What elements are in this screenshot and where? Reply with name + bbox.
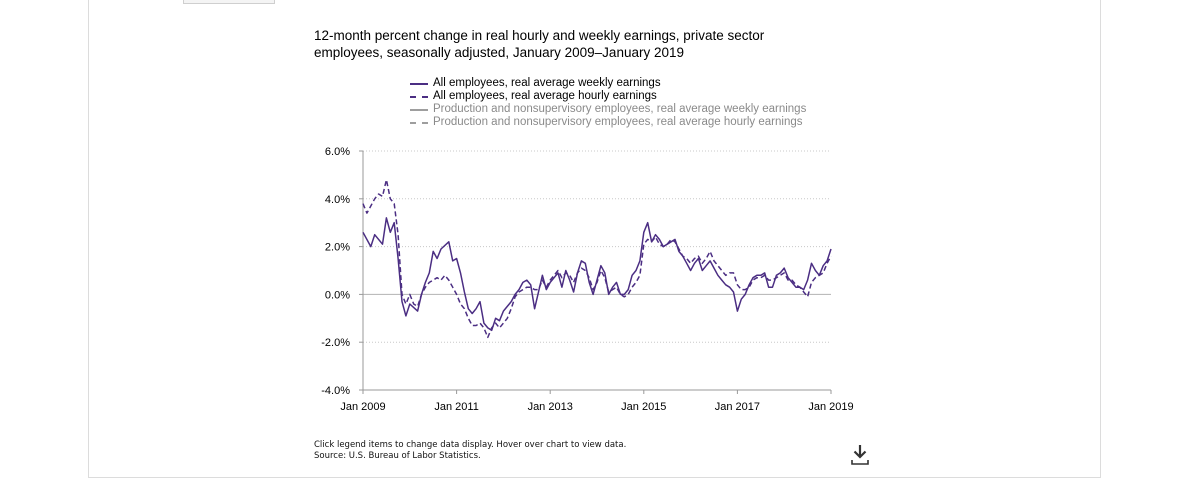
legend-item-hourly-production[interactable]: Production and nonsupervisory employees,… [410,116,806,129]
legend-item-weekly-production[interactable]: Production and nonsupervisory employees,… [410,103,806,116]
y-tick-label: -2.0% [321,337,350,349]
x-tick-label: Jan 2019 [808,401,853,413]
footnote: Click legend items to change data displa… [314,440,626,462]
legend-label: All employees, real average weekly earni… [433,77,661,89]
footnote-instructions: Click legend items to change data displa… [314,440,627,450]
footnote-source: Source: U.S. Bureau of Labor Statistics. [314,451,481,461]
y-tick-label: 6.0% [325,146,350,158]
legend: All employees, real average weekly earni… [410,77,806,129]
y-tick-label: -4.0% [321,385,350,397]
y-tick-label: 0.0% [325,289,350,301]
legend-label: Production and nonsupervisory employees,… [433,116,803,128]
y-tick-label: 4.0% [325,194,350,206]
chart-panel [88,0,1101,478]
x-tick-label: Jan 2013 [528,401,573,413]
legend-swatch-dashed [410,95,428,98]
legend-label: Production and nonsupervisory employees,… [433,103,807,115]
x-tick-label: Jan 2011 [434,401,478,413]
legend-swatch-solid [410,82,428,85]
x-tick-label: Jan 2017 [715,401,760,413]
legend-item-weekly-all[interactable]: All employees, real average weekly earni… [410,77,806,90]
legend-item-hourly-all[interactable]: All employees, real average hourly earni… [410,90,806,103]
legend-swatch-dashed [410,121,428,124]
legend-label: All employees, real average hourly earni… [433,90,657,102]
legend-swatch-solid [410,108,428,111]
download-icon[interactable] [850,444,870,466]
x-tick-label: Jan 2009 [340,401,385,413]
y-tick-label: 2.0% [325,242,350,254]
series-line-2 [362,178,832,339]
x-tick-label: Jan 2015 [621,401,666,413]
tab[interactable] [183,0,275,4]
series-line-1 [362,217,832,332]
chart-title: 12-month percent change in real hourly a… [314,28,765,60]
